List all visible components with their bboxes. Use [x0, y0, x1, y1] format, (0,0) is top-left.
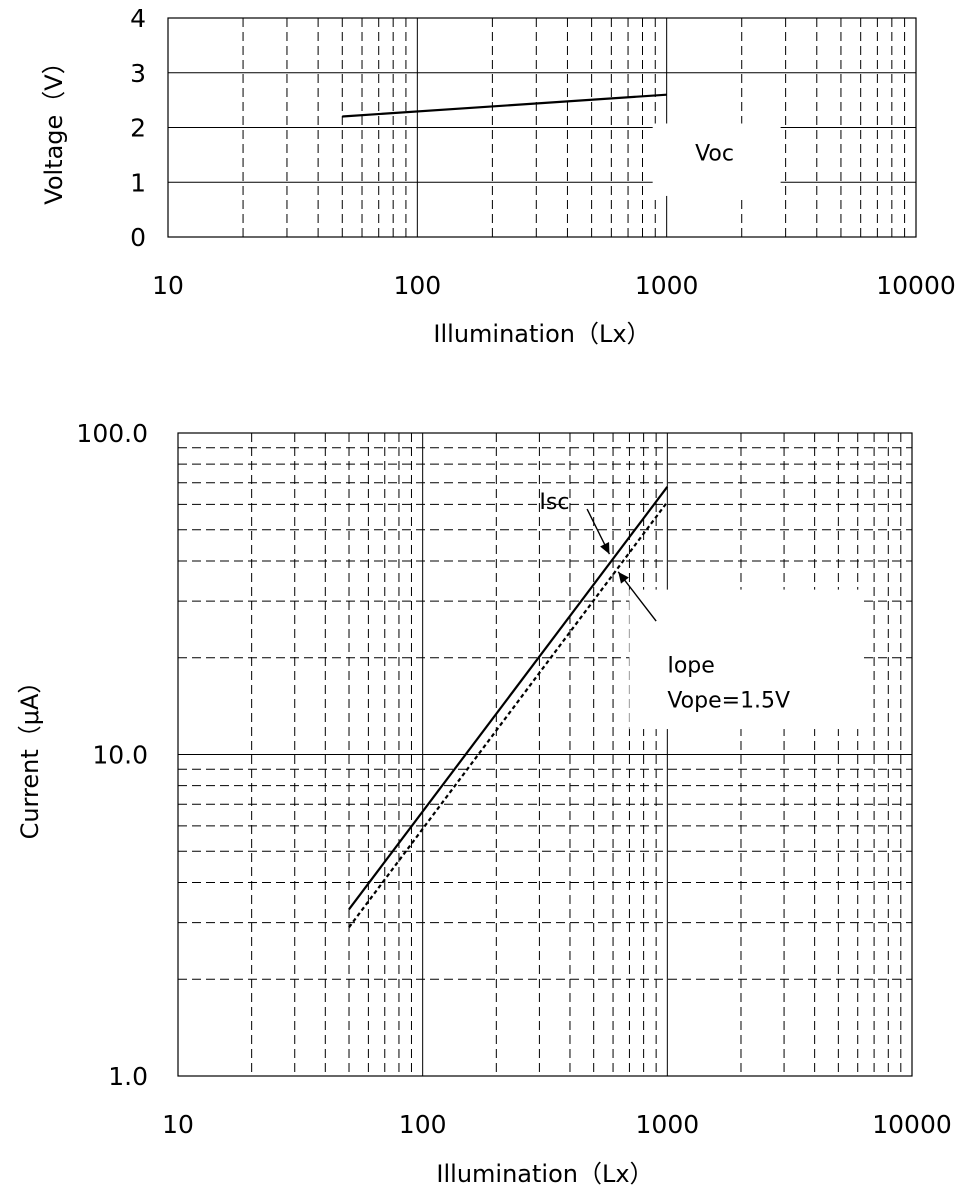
y-tick-label: 100.0 — [76, 419, 148, 448]
series-iope-line — [348, 501, 669, 928]
x-tick-label: 10 — [162, 1110, 194, 1139]
y-tick-label: 2 — [130, 114, 146, 143]
iope-label-box — [629, 589, 862, 730]
x-tick-label: 100 — [393, 271, 441, 300]
y-axis-label: Voltage（V） — [40, 50, 68, 204]
iope-arrow-head — [618, 571, 629, 584]
y-tick-label: 1 — [130, 168, 146, 197]
y-tick-label: 4 — [130, 4, 146, 33]
iope-arrow — [617, 571, 657, 622]
y-tick-label: 0 — [130, 223, 146, 252]
x-tick-label: 10000 — [872, 1110, 952, 1139]
grid — [168, 18, 916, 237]
annotation-isc: Isc — [539, 490, 569, 515]
annotation-iope: Iope — [667, 653, 714, 678]
x-tick-label: 10000 — [876, 271, 956, 300]
x-tick-label: 1000 — [636, 1110, 700, 1139]
y-tick-label: 10.0 — [92, 741, 148, 770]
voc-label-box — [652, 123, 781, 196]
chart-2: 10 100 1000 10000 1.0 10.0 100.0 Illumination（L… — [16, 419, 952, 1188]
grid — [178, 433, 912, 1076]
chart-1: 10 100 1000 10000 0 1 2 3 4 Illumination（Lx） Volta… — [40, 4, 956, 348]
annotation-vope-1-5v: Vope=1.5V — [667, 689, 790, 714]
x-axis-label: Illumination（Lx） — [436, 1160, 653, 1188]
x-tick-label: 10 — [152, 271, 184, 300]
isc-arrow — [586, 508, 611, 555]
y-tick-label: 3 — [130, 59, 146, 88]
series-isc-line — [348, 486, 669, 910]
x-tick-label: 1000 — [635, 271, 699, 300]
y-axis-label: Current（μA） — [16, 670, 44, 840]
plot-frame — [177, 432, 913, 1077]
isc-arrow-head — [600, 542, 610, 555]
x-tick-label: 100 — [399, 1110, 447, 1139]
annotation-voc: Voc — [695, 141, 734, 166]
series-voc-line — [342, 93, 667, 118]
plot-frame — [167, 17, 917, 238]
y-tick-label: 1.0 — [108, 1062, 148, 1091]
x-axis-label: Illumination（Lx） — [433, 320, 650, 348]
